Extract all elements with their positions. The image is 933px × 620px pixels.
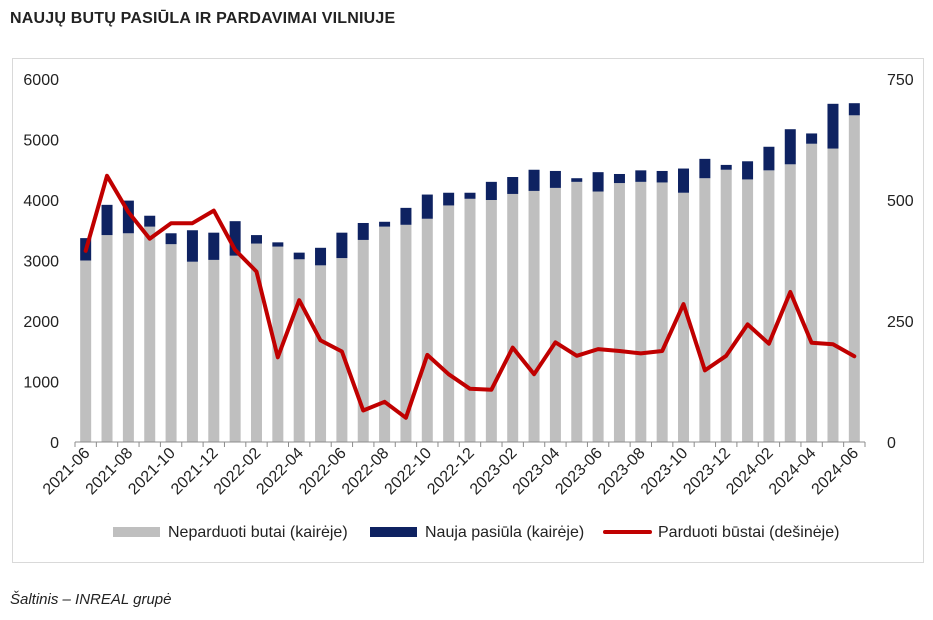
- bar-new-supply: [656, 170, 668, 183]
- bar-unsold: [293, 259, 305, 442]
- bar-new-supply: [635, 170, 647, 182]
- bar-new-supply: [742, 161, 754, 180]
- bar-unsold: [763, 170, 775, 442]
- bar-unsold: [229, 255, 241, 442]
- y-right-tick-label: 500: [887, 193, 914, 210]
- bar-new-supply: [592, 172, 604, 192]
- bar-new-supply: [443, 192, 455, 206]
- bar-unsold: [571, 181, 583, 442]
- bar-unsold: [827, 148, 839, 442]
- legend: Neparduoti butai (kairėje) Nauja pasiūla …: [113, 524, 839, 541]
- bar-unsold: [272, 246, 284, 442]
- bar-new-supply: [613, 173, 625, 184]
- bar-new-supply: [485, 181, 497, 200]
- bar-new-supply: [464, 192, 476, 199]
- bar-unsold: [549, 187, 561, 442]
- bar-new-supply: [272, 242, 284, 247]
- bar-new-supply: [421, 194, 433, 219]
- bar-unsold: [848, 115, 860, 443]
- bar-unsold: [806, 143, 818, 443]
- y-right-tick-label: 750: [887, 72, 914, 89]
- bar-new-supply: [784, 129, 796, 165]
- bar-new-supply: [379, 221, 391, 227]
- legend-swatch-new-supply: [370, 527, 417, 537]
- bar-new-supply: [186, 230, 198, 262]
- bar-unsold: [165, 244, 177, 442]
- bar-unsold: [485, 200, 497, 442]
- bar-new-supply: [507, 177, 519, 194]
- y-right-tick-label: 0: [887, 435, 896, 452]
- bar-new-supply: [229, 221, 241, 256]
- y-left-tick-label: 1000: [23, 375, 59, 392]
- y-left-tick-label: 2000: [23, 314, 59, 331]
- bar-unsold: [144, 226, 156, 442]
- y-left-tick-label: 0: [50, 435, 59, 452]
- bar-new-supply: [293, 252, 305, 260]
- bar-new-supply: [549, 170, 561, 188]
- bar-new-supply: [101, 204, 113, 236]
- chart-svg: 010002000300040005000600002505007502021-…: [23, 72, 914, 541]
- bar-unsold: [635, 181, 647, 442]
- chart-title: NAUJŲ BUTŲ PASIŪLA IR PARDAVIMAI VILNIUJ…: [10, 10, 396, 27]
- bar-unsold: [613, 183, 625, 442]
- bar-unsold: [592, 191, 604, 442]
- legend-label-new-supply: Nauja pasiūla (kairėje): [425, 524, 584, 541]
- bar-new-supply: [806, 133, 818, 144]
- line-sold: [83, 173, 857, 420]
- bar-unsold: [379, 226, 391, 442]
- y-left-tick-label: 5000: [23, 133, 59, 150]
- bar-new-supply: [400, 207, 412, 225]
- bar-new-supply: [571, 178, 583, 182]
- bar-unsold: [421, 218, 433, 442]
- bar-new-supply: [720, 164, 732, 170]
- legend-label-unsold: Neparduoti butai (kairėje): [168, 524, 348, 541]
- bar-unsold: [742, 179, 754, 442]
- y-right-tick-label: 250: [887, 314, 914, 331]
- bar-unsold: [80, 260, 92, 442]
- bar-unsold: [315, 265, 327, 442]
- bar-new-supply: [122, 200, 134, 234]
- bar-unsold: [250, 243, 262, 442]
- bar-new-supply: [848, 103, 860, 116]
- bar-new-supply: [144, 215, 156, 227]
- bar-new-supply: [678, 168, 690, 193]
- y-left-tick-label: 4000: [23, 193, 59, 210]
- bar-unsold: [208, 259, 220, 442]
- bar-unsold: [357, 239, 369, 442]
- bar-new-supply: [763, 146, 775, 171]
- y-left-tick-label: 6000: [23, 72, 59, 89]
- source-note: Šaltinis – INREAL grupė: [10, 591, 172, 608]
- x-tick-label: 2024-06: [809, 445, 863, 499]
- bar-unsold: [528, 190, 540, 442]
- bar-new-supply: [315, 247, 327, 266]
- bar-new-supply: [699, 158, 711, 179]
- chart-frame: 0 1000 2000 3000 4000 5000 6000 0 250 500 750 2021-…: [12, 58, 924, 563]
- bar-new-supply: [208, 232, 220, 260]
- bar-unsold: [678, 192, 690, 442]
- bar-unsold: [699, 178, 711, 442]
- bar-unsold: [784, 164, 796, 442]
- bar-unsold: [400, 224, 412, 442]
- bar-unsold: [443, 205, 455, 442]
- bar-unsold: [507, 193, 519, 442]
- legend-swatch-unsold: [113, 527, 160, 537]
- bar-new-supply: [528, 169, 540, 191]
- bar-unsold: [186, 261, 198, 442]
- legend-label-sold: Parduoti būstai (dešinėje): [658, 524, 839, 541]
- bar-unsold: [101, 235, 113, 442]
- bar-new-supply: [336, 232, 348, 259]
- y-left-tick-label: 3000: [23, 254, 59, 271]
- bar-new-supply: [250, 235, 262, 244]
- bar-unsold: [656, 182, 668, 442]
- bar-unsold: [464, 198, 476, 442]
- bar-new-supply: [827, 103, 839, 149]
- bar-new-supply: [165, 233, 177, 245]
- bar-unsold: [122, 233, 134, 442]
- bar-new-supply: [357, 222, 369, 240]
- bar-unsold: [720, 169, 732, 442]
